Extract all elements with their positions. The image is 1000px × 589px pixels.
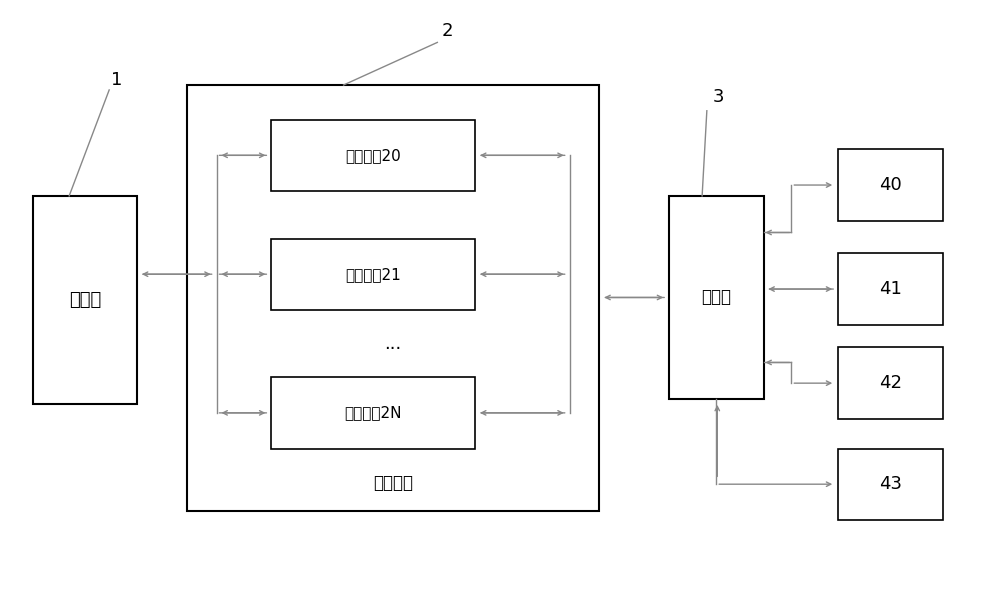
Text: 调节单元2N: 调节单元2N xyxy=(344,405,402,421)
Text: 功分器: 功分器 xyxy=(701,289,731,306)
Text: 40: 40 xyxy=(879,176,902,194)
Bar xyxy=(838,348,943,419)
Text: 调节单元20: 调节单元20 xyxy=(345,148,401,163)
Text: 42: 42 xyxy=(879,374,902,392)
Bar xyxy=(669,196,764,399)
Bar xyxy=(271,239,475,310)
Text: 调节组件: 调节组件 xyxy=(373,474,413,492)
Bar xyxy=(838,253,943,325)
Bar xyxy=(271,377,475,449)
Bar xyxy=(271,120,475,191)
Bar xyxy=(187,85,599,511)
Text: 天线体: 天线体 xyxy=(69,291,101,309)
Text: 1: 1 xyxy=(111,71,123,89)
Text: 41: 41 xyxy=(879,280,902,298)
Bar xyxy=(33,196,137,404)
Text: ...: ... xyxy=(384,335,402,353)
Text: 调节单元21: 调节单元21 xyxy=(345,267,401,282)
Text: 3: 3 xyxy=(713,88,725,106)
Bar xyxy=(838,150,943,221)
Text: 2: 2 xyxy=(442,22,453,39)
Text: 43: 43 xyxy=(879,475,902,493)
Bar xyxy=(838,449,943,520)
